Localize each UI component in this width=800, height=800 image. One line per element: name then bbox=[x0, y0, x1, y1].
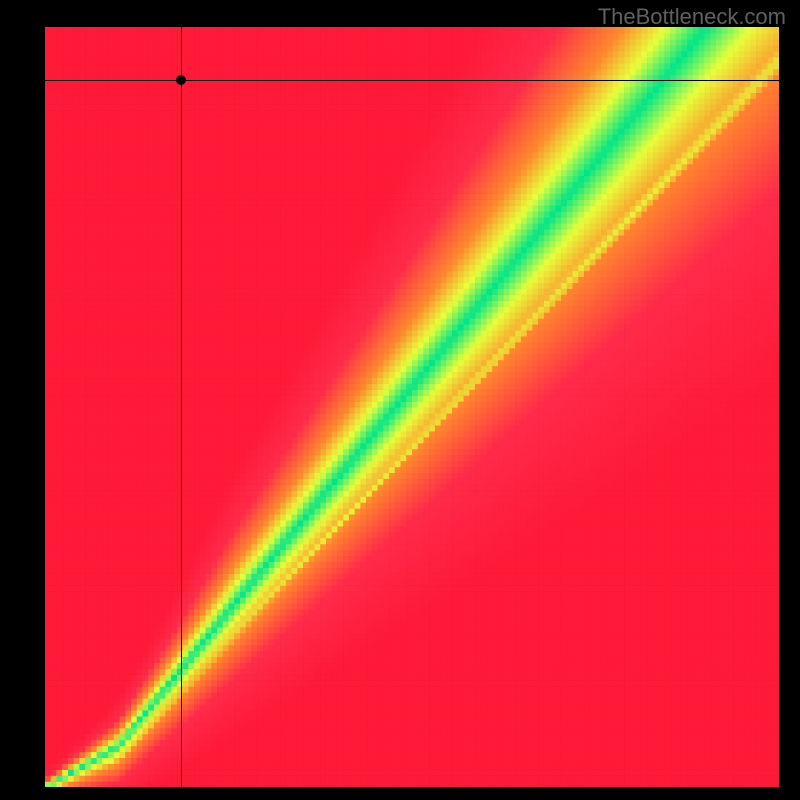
bottleneck-heatmap bbox=[45, 27, 779, 787]
crosshair-vertical bbox=[181, 27, 182, 787]
plot-area bbox=[45, 27, 779, 787]
crosshair-horizontal bbox=[45, 80, 779, 81]
crosshair-marker bbox=[176, 75, 186, 85]
attribution-text: TheBottleneck.com bbox=[598, 4, 786, 30]
